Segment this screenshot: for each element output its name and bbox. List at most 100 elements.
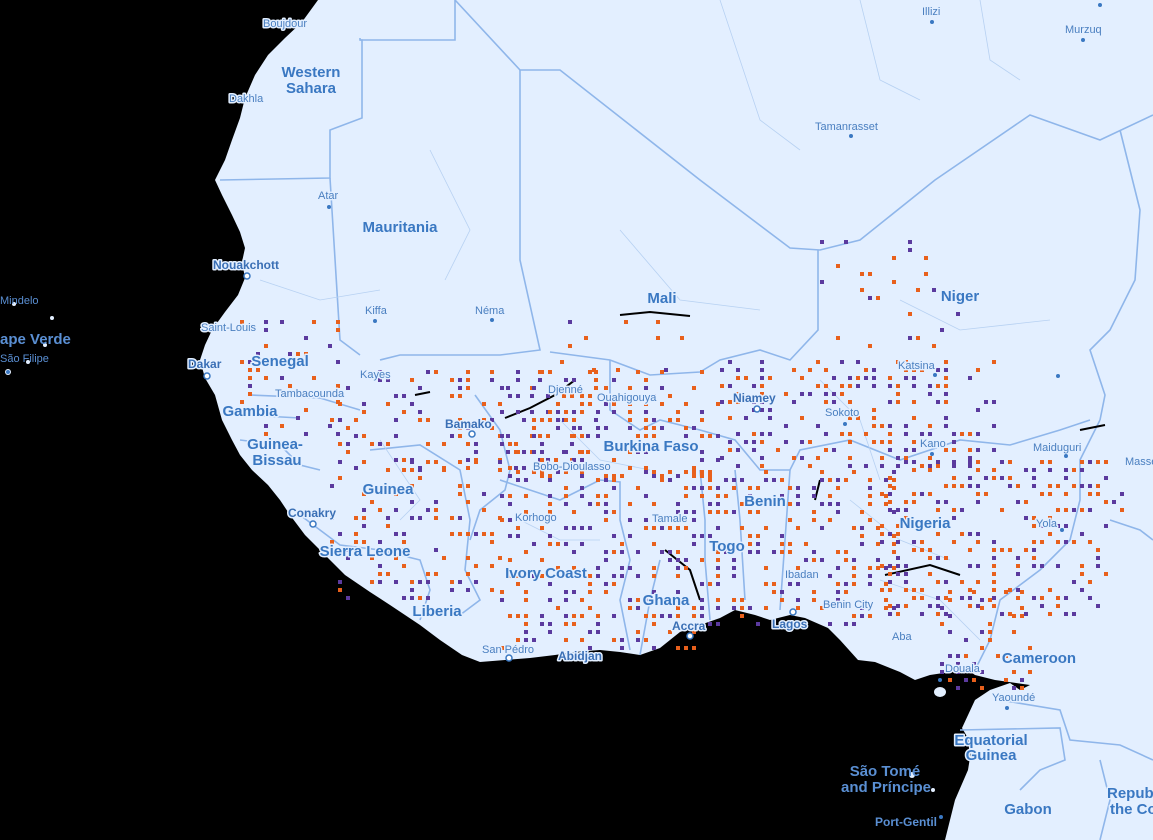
density-dot [572, 434, 576, 438]
density-dot [556, 566, 560, 570]
density-dot [628, 410, 632, 414]
density-dot [1008, 588, 1012, 592]
density-dot [768, 408, 772, 412]
density-dot [628, 606, 632, 610]
density-dot [588, 502, 592, 506]
density-dot [458, 580, 462, 584]
density-dot [716, 402, 720, 406]
density-dot [988, 598, 992, 602]
density-dot [828, 478, 832, 482]
density-dot [836, 336, 840, 340]
density-dot [884, 494, 888, 498]
density-dot [912, 448, 916, 452]
city-nema: Néma [475, 305, 505, 317]
density-dot [516, 470, 520, 474]
density-dot [564, 598, 568, 602]
density-dot [596, 574, 600, 578]
density-dots [240, 240, 1124, 690]
density-dot [764, 606, 768, 610]
density-dot [856, 416, 860, 420]
density-dot [604, 510, 608, 514]
density-dot [700, 606, 704, 610]
density-dot [964, 638, 968, 642]
density-dot [1088, 540, 1092, 544]
density-dot [656, 336, 660, 340]
density-dot [808, 368, 812, 372]
density-dot [952, 432, 956, 436]
density-dot [1096, 556, 1100, 560]
density-dot [920, 612, 924, 616]
density-dot [370, 580, 374, 584]
density-dot [768, 376, 772, 380]
density-dot [1080, 564, 1084, 568]
density-dot [636, 598, 640, 602]
density-dot [860, 606, 864, 610]
label-nigeria: Nigeria [900, 515, 952, 532]
density-dot [482, 402, 486, 406]
density-dot [960, 508, 964, 512]
density-dot [548, 494, 552, 498]
density-dot [628, 502, 632, 506]
label-cameroon: Cameroon [1002, 650, 1076, 667]
density-dot [524, 590, 528, 594]
density-dot [868, 502, 872, 506]
city-markers [203, 272, 797, 662]
density-dot [604, 518, 608, 522]
density-dot [450, 434, 454, 438]
density-dot [516, 534, 520, 538]
density-dot [684, 558, 688, 562]
density-dot [378, 540, 382, 544]
density-dot [1064, 492, 1068, 496]
density-dot [700, 450, 704, 454]
density-dot [844, 590, 848, 594]
density-dot [604, 402, 608, 406]
density-dot [616, 368, 620, 372]
density-dot [516, 410, 520, 414]
density-dot [354, 418, 358, 422]
density-dot [540, 474, 544, 478]
density-dot [524, 614, 528, 618]
density-dot [912, 368, 916, 372]
density-dot [816, 424, 820, 428]
label-niger: Niger [941, 288, 980, 305]
density-dot [516, 574, 520, 578]
density-dot [700, 486, 704, 490]
density-dot [980, 686, 984, 690]
density-dot [796, 526, 800, 530]
density-dot [604, 558, 608, 562]
density-dot [820, 240, 824, 244]
density-dot [346, 548, 350, 552]
density-dot [892, 510, 896, 514]
density-dot [644, 386, 648, 390]
density-dot [378, 442, 382, 446]
label-sao-tome: São Tomé and Príncipe [841, 763, 931, 796]
density-dot [336, 320, 340, 324]
label-equatorial-guinea: Equatorial Guinea [954, 732, 1027, 764]
density-dot [992, 572, 996, 576]
density-dot [580, 526, 584, 530]
density-dot [434, 500, 438, 504]
density-dot [1088, 492, 1092, 496]
density-dot [980, 670, 984, 674]
density-dot [796, 494, 800, 498]
density-dot [1080, 508, 1084, 512]
density-dot [378, 580, 382, 584]
density-dot [1048, 532, 1052, 536]
density-dot [604, 386, 608, 390]
density-dot [652, 590, 656, 594]
density-dot [240, 320, 244, 324]
density-dot [836, 566, 840, 570]
density-dot [1028, 670, 1032, 674]
density-dot [904, 368, 908, 372]
density-dot [792, 368, 796, 372]
density-dot [772, 550, 776, 554]
density-dot [500, 494, 504, 498]
density-dot [684, 646, 688, 650]
density-dot [524, 494, 528, 498]
density-dot [980, 598, 984, 602]
density-dot [490, 540, 494, 544]
density-dot [888, 476, 892, 480]
density-dot [1032, 484, 1036, 488]
